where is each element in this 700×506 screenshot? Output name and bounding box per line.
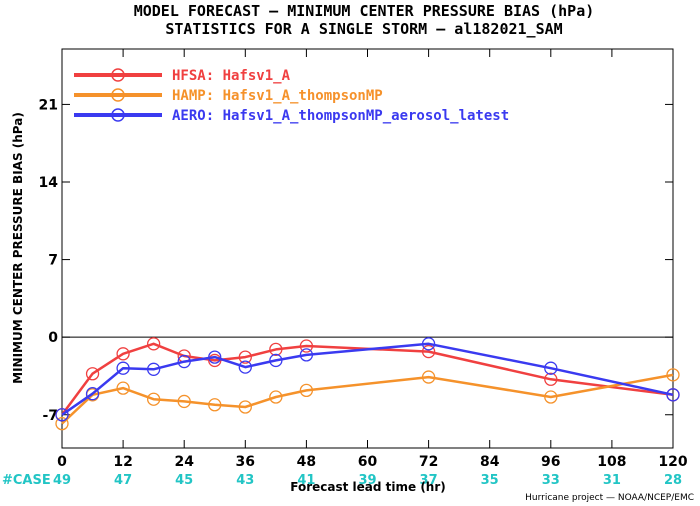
y-axis-label: MINIMUM CENTER PRESSURE BIAS (hPa) [11, 112, 25, 384]
data-point [85, 387, 100, 401]
legend-swatch-marker [111, 88, 125, 102]
case-count: 49 [53, 473, 71, 488]
data-point [177, 354, 191, 369]
x-tick-label: 24 [174, 454, 194, 470]
data-point [146, 392, 161, 406]
case-count: 33 [542, 473, 560, 488]
case-count: 31 [603, 473, 621, 488]
x-tick-label: 96 [541, 454, 560, 470]
x-tick-label: 60 [358, 454, 378, 470]
data-point [238, 350, 252, 364]
data-point [238, 360, 252, 374]
data-point [269, 390, 283, 404]
data-point [299, 348, 314, 362]
series-line-1 [61, 373, 674, 425]
plot-marks: -7 0 7 14 21 0 12 24 36 48 60 72 84 96 108 120 49 47 45 43 4… [39, 49, 688, 488]
y-tick-label: 21 [39, 97, 58, 113]
y-tick-label: 7 [48, 253, 58, 269]
chart-subtitle: STATISTICS FOR A SINGLE STORM — al182021… [165, 20, 562, 38]
x-tick-label: 12 [113, 454, 132, 470]
x-tick-label: 84 [480, 454, 500, 470]
data-point [85, 367, 100, 381]
case-count: 43 [236, 473, 254, 488]
data-point [666, 388, 680, 402]
data-point [544, 372, 558, 386]
case-count: 41 [297, 473, 315, 488]
legend-label: AERO: Hafsv1_A_thompsonMP_aerosol_latest [172, 108, 509, 124]
data-point [55, 416, 69, 431]
data-point [299, 339, 314, 353]
data-point [146, 362, 161, 376]
case-count: 47 [114, 473, 132, 488]
x-tick-label: 120 [658, 454, 687, 470]
data-point [421, 344, 436, 359]
case-count: 28 [664, 473, 682, 488]
data-point [116, 361, 130, 375]
data-point [177, 394, 191, 409]
data-point [544, 390, 558, 404]
legend-label: HFSA: Hafsv1_A [172, 68, 291, 84]
x-axis-label: Forecast lead time (hr) [290, 480, 446, 494]
x-tick-label: 36 [236, 454, 255, 470]
data-point [421, 337, 436, 351]
series-line-2 [61, 342, 674, 416]
series-line-0 [60, 342, 674, 416]
data-point [55, 408, 69, 422]
x-tick-label: 0 [57, 454, 67, 470]
data-point [208, 398, 222, 412]
legend-swatch-marker [111, 108, 125, 122]
y-tick-label: 0 [48, 330, 58, 346]
data-point [116, 347, 130, 361]
case-count: 37 [420, 473, 438, 488]
legend-swatch-marker [111, 68, 125, 82]
data-point [116, 381, 130, 395]
y-tick-label: 14 [39, 175, 59, 191]
data-point [269, 353, 283, 368]
y-tick-label: -7 [42, 408, 58, 424]
case-count: 39 [358, 473, 376, 488]
x-tick-label: 108 [597, 454, 626, 470]
chart-title: MODEL FORECAST — MINIMUM CENTER PRESSURE… [134, 2, 595, 20]
data-point [269, 342, 283, 357]
data-point [146, 337, 161, 351]
case-count: 45 [175, 473, 193, 488]
data-point [421, 370, 436, 384]
case-count: 35 [481, 473, 499, 488]
data-point [208, 353, 222, 368]
data-point [666, 368, 680, 382]
legend-label: HAMP: Hafsv1_A_thompsonMP [172, 88, 383, 104]
data-point [238, 400, 252, 414]
data-point [299, 383, 314, 398]
data-point [544, 361, 558, 375]
x-tick-label: 48 [297, 454, 316, 470]
x-tick-label: 72 [419, 454, 438, 470]
data-point [208, 350, 222, 364]
case-row-label: #CASE [2, 473, 51, 488]
credit-text: Hurricane project — NOAA/NCEP/EMC [525, 493, 694, 503]
